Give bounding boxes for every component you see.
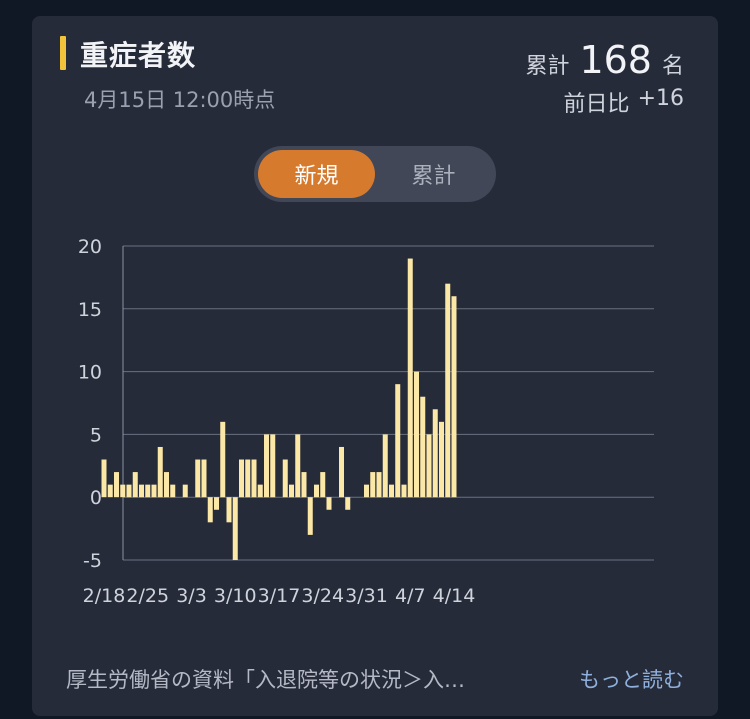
y-tick-label: 10: [78, 362, 102, 384]
bar: [389, 484, 394, 498]
bar: [239, 459, 244, 498]
total-value: 168: [579, 38, 652, 82]
card-title: 重症者数: [80, 39, 197, 72]
bar: [126, 484, 132, 498]
bar: [420, 396, 426, 498]
bar: [414, 371, 419, 498]
bar: [407, 258, 413, 498]
bar: [401, 484, 407, 498]
bar: [257, 484, 263, 498]
y-tick-label: 5: [90, 424, 102, 446]
bar: [289, 484, 294, 498]
bar: [207, 497, 213, 523]
bar: [307, 497, 313, 535]
bar: [264, 434, 269, 498]
bar: [439, 421, 444, 498]
bar: [245, 459, 251, 498]
bar: [164, 472, 169, 498]
bar: [101, 459, 107, 498]
chart-mode-toggle[interactable]: 新規 累計: [254, 146, 496, 202]
source-text: 厚生労働省の資料「入退院等の状況＞入…: [66, 668, 465, 692]
bar: [376, 472, 382, 498]
x-tick-label: 3/31: [345, 585, 388, 607]
bar-chart: 20 15 10 5 0 -5 2/18 2/25 3/3 3/10 3/17 3/24 3/31 4/7…: [78, 236, 654, 607]
bar: [426, 434, 432, 498]
bar: [339, 446, 344, 498]
x-tick-label: 3/3: [176, 585, 207, 607]
y-tick-label: 20: [78, 236, 102, 258]
total-unit: 名: [661, 54, 684, 79]
read-more-link[interactable]: もっと読む: [579, 668, 684, 692]
x-tick-label: 2/18: [83, 585, 126, 607]
bar: [395, 384, 401, 498]
bar: [107, 484, 113, 498]
bar: [364, 484, 369, 498]
bar: [451, 296, 457, 498]
update-date: 4月15日 12:00時点: [84, 88, 276, 112]
bar: [157, 446, 163, 498]
bar: [220, 421, 226, 498]
bar: [326, 497, 332, 510]
toggle-new-button[interactable]: 新規: [258, 150, 375, 198]
diff-summary: 前日比 +16: [564, 86, 684, 118]
bar: [251, 459, 257, 498]
bar: [195, 459, 201, 498]
y-tick-label: 15: [78, 299, 102, 321]
bar: [445, 283, 451, 498]
bar: [120, 484, 126, 498]
x-tick-label: 2/25: [126, 585, 169, 607]
bar: [132, 472, 138, 498]
bar: [214, 497, 219, 510]
bar: [139, 484, 144, 498]
bar: [270, 434, 276, 498]
bar: [170, 484, 176, 498]
toggle-cumulative-button[interactable]: 累計: [411, 164, 456, 189]
bar: [151, 484, 157, 498]
bar: [232, 497, 238, 560]
diff-value: +16: [637, 86, 684, 111]
bar: [201, 459, 207, 498]
bar: [320, 472, 326, 498]
bar: [314, 484, 319, 498]
severe-cases-card: 重症者数 4月15日 12:00時点 累計 168 名 前日比 +16 新規 累…: [32, 16, 718, 716]
bar: [182, 484, 188, 498]
bar: [295, 434, 301, 498]
x-tick-label: 4/14: [433, 585, 476, 607]
bar: [301, 472, 307, 498]
x-tick-label: 3/24: [301, 585, 344, 607]
total-label: 累計: [525, 54, 570, 79]
bar: [282, 459, 288, 498]
x-tick-label: 3/17: [258, 585, 301, 607]
x-tick-label: 3/10: [214, 585, 257, 607]
y-tick-label: -5: [83, 550, 102, 572]
bar: [145, 484, 151, 498]
total-summary: 累計 168 名: [525, 38, 684, 82]
bar: [226, 497, 232, 523]
bar: [370, 472, 376, 498]
y-tick-label: 0: [90, 487, 102, 509]
x-tick-label: 4/7: [395, 585, 426, 607]
bar: [114, 472, 119, 498]
bar: [345, 497, 351, 510]
diff-label: 前日比: [563, 92, 630, 117]
title-accent-bar: [60, 36, 66, 70]
bar: [432, 409, 438, 498]
bar: [382, 434, 388, 498]
